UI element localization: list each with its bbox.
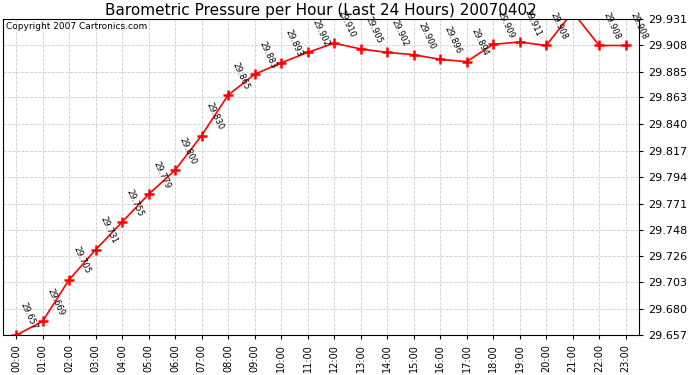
Text: 29.937: 29.937 <box>0 374 1 375</box>
Text: 29.900: 29.900 <box>416 21 437 51</box>
Text: Copyright 2007 Cartronics.com: Copyright 2007 Cartronics.com <box>6 22 147 31</box>
Title: Barometric Pressure per Hour (Last 24 Hours) 20070402: Barometric Pressure per Hour (Last 24 Ho… <box>105 3 537 18</box>
Text: 29.883: 29.883 <box>257 40 278 70</box>
Text: 29.902: 29.902 <box>310 18 331 48</box>
Text: 29.908: 29.908 <box>629 11 649 41</box>
Text: 29.911: 29.911 <box>522 8 543 38</box>
Text: 29.731: 29.731 <box>99 215 119 246</box>
Text: 29.902: 29.902 <box>390 18 411 48</box>
Text: 29.865: 29.865 <box>231 61 251 91</box>
Text: 29.800: 29.800 <box>178 136 198 166</box>
Text: 29.894: 29.894 <box>469 27 490 57</box>
Text: 29.893: 29.893 <box>284 28 304 58</box>
Text: 29.657: 29.657 <box>19 301 39 331</box>
Text: 29.830: 29.830 <box>204 101 225 131</box>
Text: 29.909: 29.909 <box>496 10 516 40</box>
Text: 29.779: 29.779 <box>151 160 172 190</box>
Text: 29.908: 29.908 <box>602 11 622 41</box>
Text: 29.669: 29.669 <box>46 287 66 317</box>
Text: 29.910: 29.910 <box>337 9 357 39</box>
Text: 29.755: 29.755 <box>125 188 146 218</box>
Text: 29.908: 29.908 <box>549 11 569 41</box>
Text: 29.905: 29.905 <box>364 15 384 45</box>
Text: 29.896: 29.896 <box>443 25 464 55</box>
Text: 29.705: 29.705 <box>72 246 92 276</box>
